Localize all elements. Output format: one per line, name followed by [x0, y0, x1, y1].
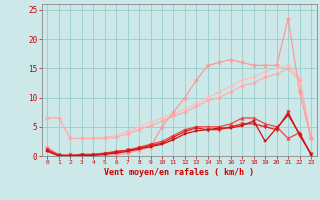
X-axis label: Vent moyen/en rafales ( km/h ): Vent moyen/en rafales ( km/h ) — [104, 168, 254, 177]
